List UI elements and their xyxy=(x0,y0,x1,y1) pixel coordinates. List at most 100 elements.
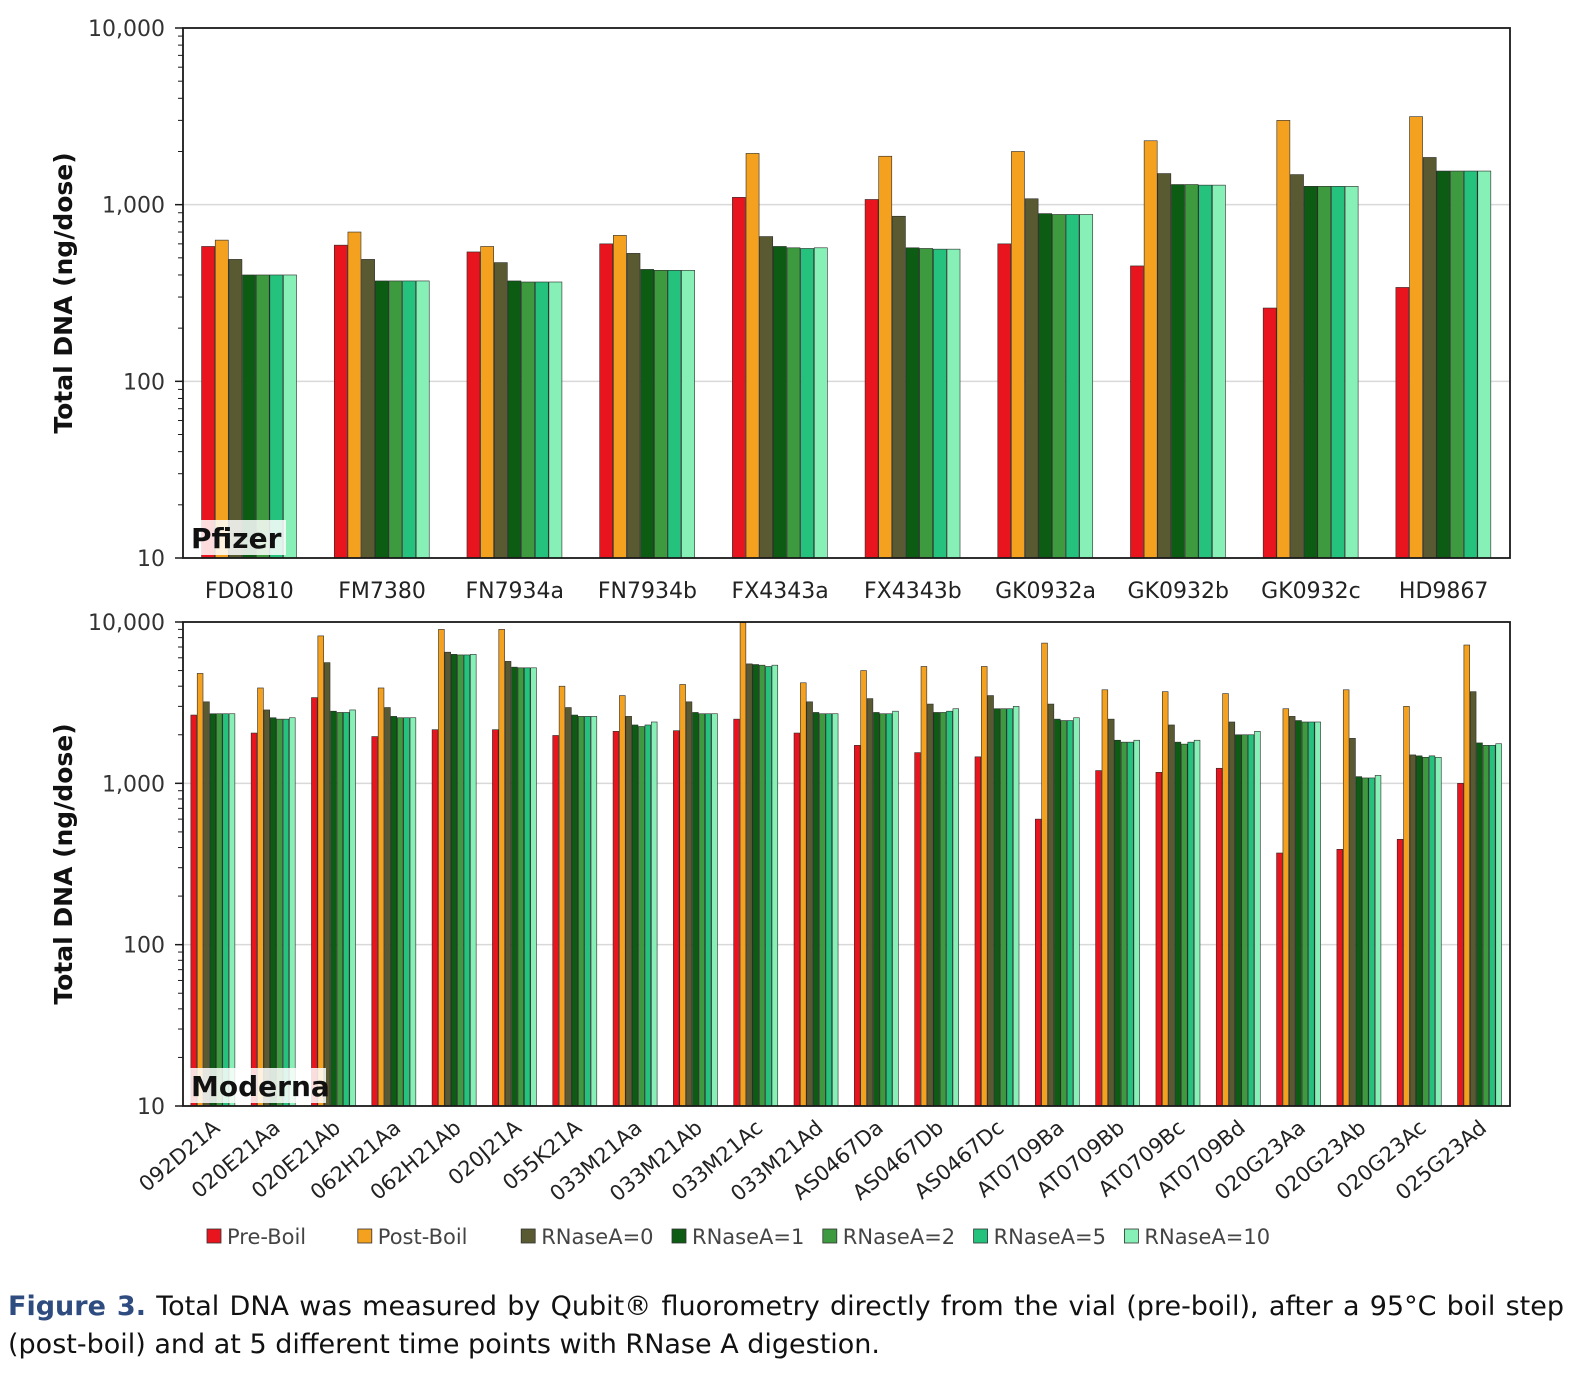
bar xyxy=(336,712,344,1107)
figure-caption: Figure 3. Total DNA was measured by Qubi… xyxy=(8,1288,1564,1364)
bar xyxy=(1157,173,1172,559)
bar xyxy=(679,684,686,1107)
bar xyxy=(1396,838,1404,1107)
bar xyxy=(228,713,236,1107)
bar xyxy=(269,274,284,559)
bar xyxy=(987,695,994,1107)
bar xyxy=(409,717,417,1107)
bar xyxy=(1276,852,1283,1107)
bar xyxy=(571,714,578,1107)
bar xyxy=(651,721,658,1107)
panel-label: Pfizer xyxy=(191,522,282,555)
bar xyxy=(1477,170,1492,559)
y-tick-label: 1,000 xyxy=(102,194,165,219)
bar xyxy=(613,235,627,559)
bar xyxy=(685,701,693,1107)
bar xyxy=(466,251,481,559)
bar xyxy=(463,654,471,1107)
bar xyxy=(631,724,639,1107)
bar xyxy=(216,713,223,1107)
bar xyxy=(431,729,439,1107)
bar xyxy=(1174,741,1182,1107)
y-axis-label: Total DNA (ng/dose) xyxy=(49,723,78,1004)
bar xyxy=(765,666,772,1107)
bar xyxy=(1187,741,1194,1107)
bar xyxy=(1066,720,1074,1107)
x-tick-label: FX4343a xyxy=(732,579,829,604)
bar xyxy=(530,667,537,1107)
y-tick-label: 10,000 xyxy=(88,17,165,42)
bar xyxy=(1342,689,1350,1107)
bar xyxy=(1241,734,1248,1107)
bar xyxy=(793,732,801,1107)
bar xyxy=(388,280,403,559)
caption-text: Total DNA was measured by Qubit® fluorom… xyxy=(8,1291,1564,1360)
panel-label-bg xyxy=(186,1068,326,1103)
bar xyxy=(1436,170,1451,559)
bar xyxy=(1011,151,1025,559)
bar xyxy=(282,718,290,1107)
bar xyxy=(752,664,759,1107)
bar xyxy=(450,654,458,1107)
bar xyxy=(333,244,348,559)
legend-label: RNaseA=5 xyxy=(994,1225,1106,1249)
bar xyxy=(590,716,598,1107)
bar xyxy=(511,666,518,1107)
bar xyxy=(1222,693,1229,1107)
bar xyxy=(1095,770,1102,1107)
legend-label: RNaseA=2 xyxy=(843,1225,955,1249)
bar xyxy=(1060,720,1067,1107)
x-tick-label: FM7380 xyxy=(338,579,426,604)
bar xyxy=(860,670,867,1107)
legend-swatch xyxy=(1124,1228,1139,1244)
bar xyxy=(343,712,350,1107)
bar xyxy=(1006,708,1013,1107)
bar xyxy=(289,717,296,1107)
bar xyxy=(1181,743,1188,1107)
bar xyxy=(1000,708,1007,1107)
bar xyxy=(692,712,699,1107)
bar xyxy=(498,629,505,1107)
bar xyxy=(612,731,620,1107)
legend-label: RNaseA=0 xyxy=(541,1225,653,1249)
legend-swatch xyxy=(973,1228,988,1244)
bar xyxy=(739,622,747,1107)
y-tick-label: 10 xyxy=(137,1095,165,1120)
bar xyxy=(552,735,559,1107)
bar xyxy=(402,280,416,559)
bar xyxy=(1168,724,1175,1107)
bar xyxy=(255,274,270,559)
legend-label: Post-Boil xyxy=(378,1225,468,1249)
bar xyxy=(209,713,217,1107)
y-tick-label: 1,000 xyxy=(102,772,165,797)
x-tick-label: GK0932c xyxy=(1261,579,1361,604)
bar xyxy=(939,712,947,1107)
bar xyxy=(866,698,874,1107)
bar xyxy=(492,729,499,1107)
bar xyxy=(786,247,801,559)
bar xyxy=(1301,721,1309,1107)
bar xyxy=(1114,739,1121,1107)
bar xyxy=(457,654,464,1107)
bar xyxy=(1282,708,1290,1107)
bar xyxy=(806,701,813,1107)
bar xyxy=(640,269,654,559)
bar xyxy=(1034,818,1042,1107)
bar xyxy=(1228,721,1236,1107)
bar xyxy=(517,667,525,1107)
bar xyxy=(819,713,826,1107)
bar xyxy=(548,281,563,559)
bar xyxy=(374,280,389,559)
y-tick-label: 100 xyxy=(123,370,165,395)
bar xyxy=(1409,116,1423,559)
bar xyxy=(704,713,712,1107)
x-tick-label: FN7934b xyxy=(598,579,697,604)
bar xyxy=(773,246,787,559)
bar xyxy=(283,274,297,559)
bar xyxy=(619,695,626,1107)
bar xyxy=(732,197,746,559)
bar xyxy=(196,673,204,1107)
legend-label: RNaseA=1 xyxy=(692,1225,804,1249)
bar xyxy=(681,270,695,559)
panel-label-bg xyxy=(186,520,286,555)
